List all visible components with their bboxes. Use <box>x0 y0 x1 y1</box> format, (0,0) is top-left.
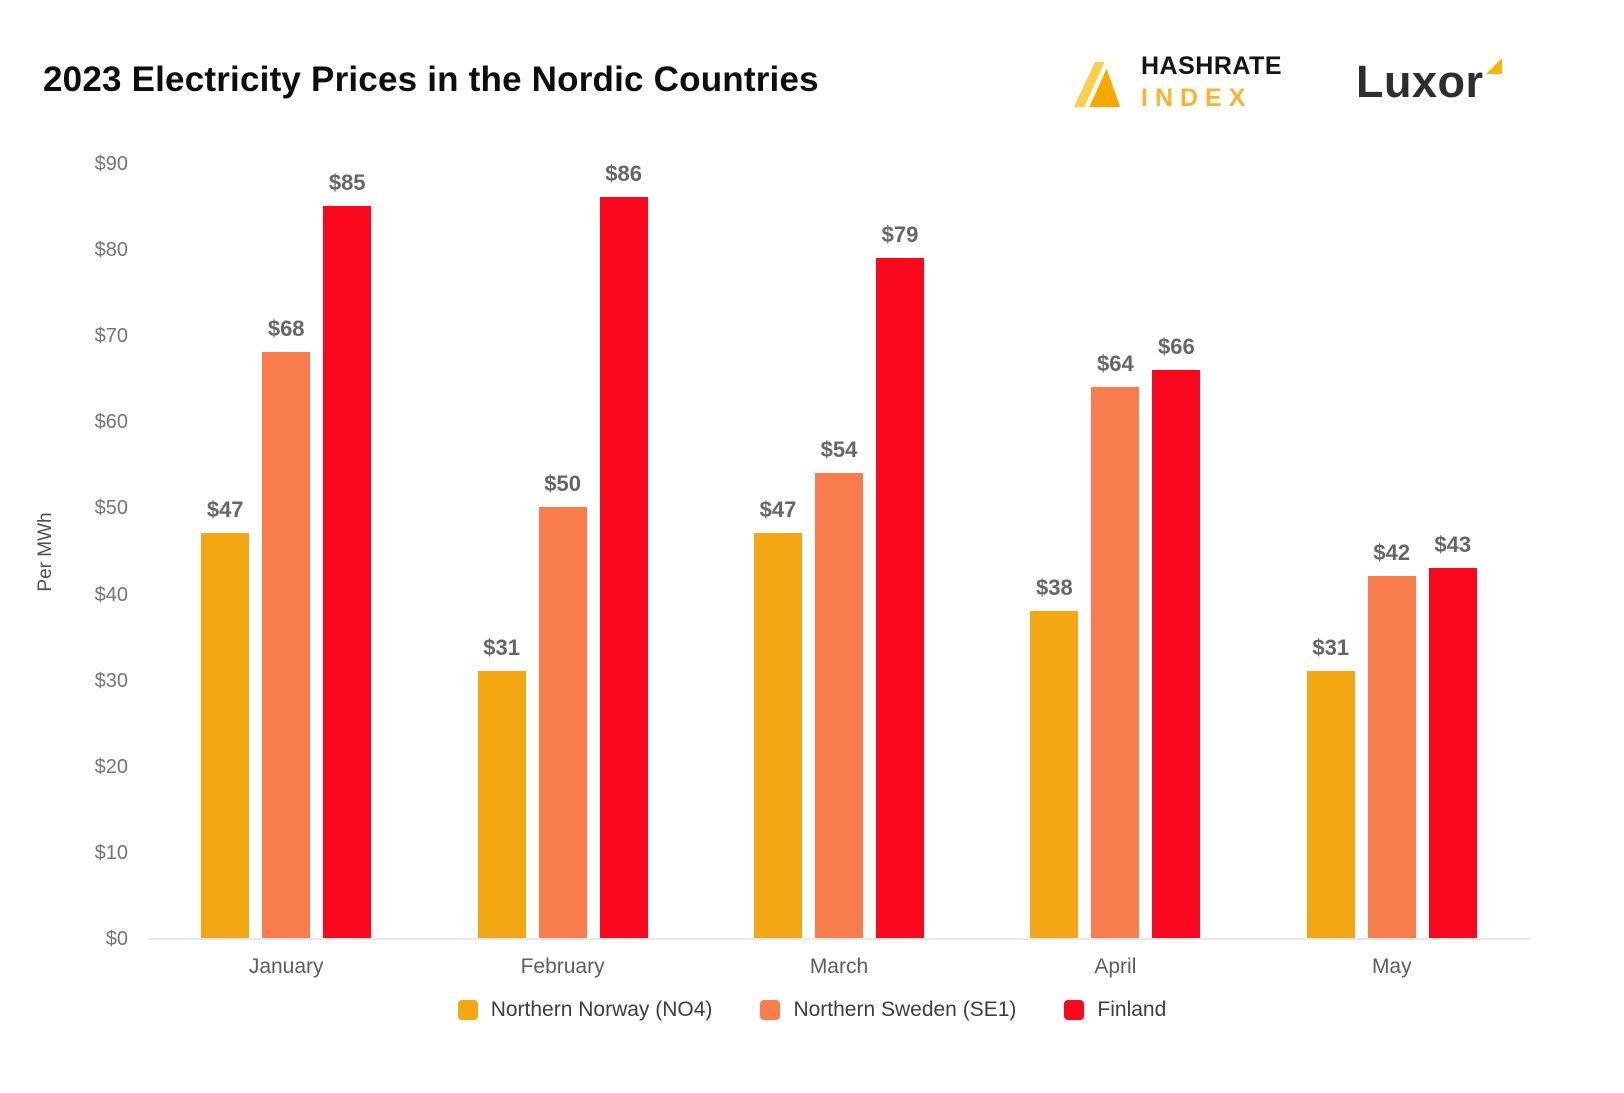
bar-northern-sweden-se1-march: $54 <box>814 437 863 938</box>
bar-group-january: $47 $68 $85 <box>148 165 424 938</box>
y-tick-label: $90 <box>94 153 128 175</box>
bar-value-label: $79 <box>881 221 919 247</box>
legend-item-northern-sweden-se1: Northern Sweden (SE1) <box>760 998 1016 1022</box>
legend-label: Northern Norway (NO4) <box>490 998 713 1021</box>
bar-value-label: $43 <box>1434 531 1472 557</box>
legend-swatch-icon <box>1064 1000 1085 1020</box>
luxor-logo: Luxor <box>1356 56 1502 108</box>
bar-value-label: $47 <box>759 497 797 523</box>
bar-value-label: $64 <box>1097 350 1134 376</box>
hashrate-index-wordmark: HASHRATE INDEX <box>1141 52 1282 113</box>
x-axis-label-march: March <box>809 955 869 978</box>
legend-label: Northern Sweden (SE1) <box>793 998 1017 1021</box>
legend: Northern Norway (NO4) Northern Sweden (SE… <box>0 998 1624 1022</box>
luxor-logo-text: Luxor <box>1356 56 1484 107</box>
bar-finland-february: $86 <box>599 161 648 938</box>
y-tick-label: $80 <box>94 239 128 262</box>
hashrate-index-icon <box>1073 61 1121 107</box>
bar-northern-sweden-se1-may: $42 <box>1367 540 1416 938</box>
y-tick-label: $60 <box>94 411 128 434</box>
hashrate-index-logo: HASHRATE INDEX <box>1068 52 1282 113</box>
bar-northern-norway-no4-march: $47 <box>753 497 802 938</box>
bar-value-label: $31 <box>483 635 520 661</box>
luxor-triangle-icon <box>1485 58 1502 74</box>
index-logo-text: INDEX <box>1141 84 1253 112</box>
y-tick-label: $50 <box>94 497 128 520</box>
bar-value-label: $31 <box>1312 635 1350 661</box>
legend-swatch-icon <box>760 1000 781 1020</box>
bar-value-label: $47 <box>206 497 244 523</box>
y-tick-label: $30 <box>94 669 128 692</box>
bar-group-april: $38 $64 $66 <box>977 165 1253 938</box>
bar-northern-sweden-se1-february: $50 <box>538 471 587 938</box>
y-tick-label: $0 <box>105 928 128 950</box>
bar-group-february: $31 $50 $86 <box>424 161 700 938</box>
x-axis-label-april: April <box>1094 955 1137 978</box>
bar-group-may: $31 $42 $43 <box>1254 165 1530 938</box>
y-tick-label: $70 <box>94 325 128 348</box>
bar-finland-april: $66 <box>1152 334 1201 938</box>
bar-finland-may: $43 <box>1428 532 1477 938</box>
y-tick-label: $40 <box>94 583 128 606</box>
plot-area: $47 $68 $85 $31 $50 $86 $47 $54 $79 $38 $64 $66 $31 $… <box>148 161 1530 940</box>
bar-group-march: $47 $54 $79 <box>701 165 977 938</box>
bar-value-label: $85 <box>328 170 366 196</box>
bar-value-label: $86 <box>605 161 642 187</box>
bar-value-label: $68 <box>267 316 305 342</box>
hashrate-logo-text: HASHRATE <box>1141 52 1283 80</box>
legend-item-finland: Finland <box>1064 998 1166 1022</box>
bar-value-label: $38 <box>1036 574 1073 600</box>
legend-label: Finland <box>1097 998 1167 1021</box>
x-axis-label-february: February <box>520 955 605 978</box>
bar-northern-norway-no4-february: $31 <box>477 635 526 938</box>
x-axis-label-may: May <box>1371 955 1412 978</box>
y-tick-label: $10 <box>94 841 128 864</box>
bar-northern-sweden-se1-april: $64 <box>1091 351 1140 938</box>
bar-value-label: $42 <box>1373 540 1411 566</box>
bar-northern-norway-no4-may: $31 <box>1306 635 1355 938</box>
bar-northern-sweden-se1-january: $68 <box>262 316 311 938</box>
legend-swatch-icon <box>457 1000 478 1020</box>
bar-value-label: $54 <box>820 437 858 462</box>
bar-northern-norway-no4-april: $38 <box>1030 575 1079 938</box>
bar-northern-norway-no4-january: $47 <box>201 497 250 938</box>
bar-value-label: $50 <box>544 471 581 497</box>
bar-value-label: $66 <box>1158 333 1195 359</box>
chart-title: 2023 Electricity Prices in the Nordic Co… <box>43 60 819 99</box>
y-tick-label: $20 <box>94 755 128 778</box>
x-axis-label-january: January <box>248 955 324 978</box>
y-axis-ticks: $0 $10 $20 $30 $40 $50 $60 $70 $80 $90 <box>40 153 128 950</box>
bar-finland-march: $79 <box>875 222 924 938</box>
legend-item-northern-norway-no4: Northern Norway (NO4) <box>457 998 713 1022</box>
bar-finland-january: $85 <box>323 170 372 938</box>
